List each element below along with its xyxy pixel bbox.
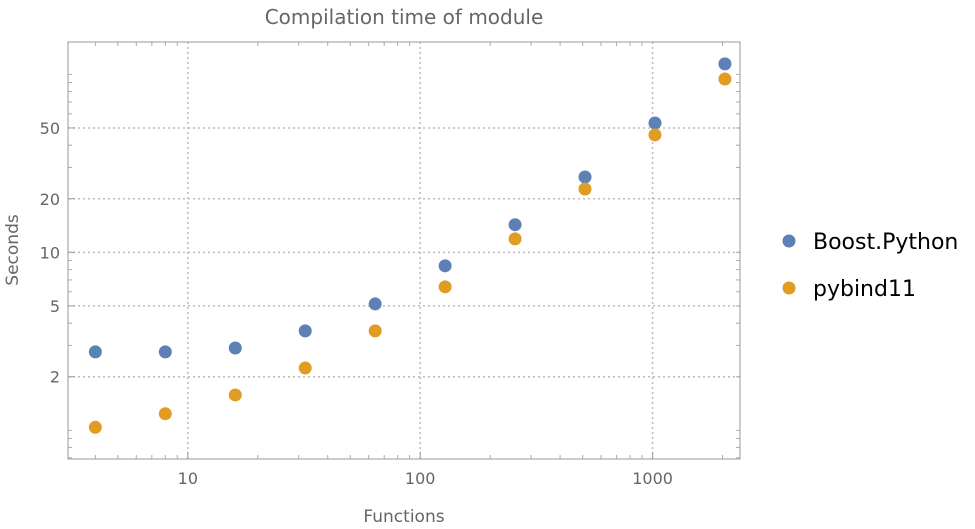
x-tick-label: 1000 — [632, 469, 673, 488]
x-tick-label: 10 — [178, 469, 198, 488]
y-axis-label: Seconds — [3, 214, 23, 286]
data-point-boost-python — [648, 116, 662, 130]
legend: Boost.Python pybind11 — [782, 230, 958, 302]
y-tick-label: 5 — [50, 297, 60, 316]
grid — [68, 42, 740, 459]
legend-marker — [782, 234, 796, 248]
y-tick-label: 2 — [50, 368, 60, 387]
data-point-boost-python — [298, 324, 312, 338]
y-tick-label: 20 — [40, 190, 60, 209]
data-point-boost-python — [228, 341, 242, 355]
data-point-pybind11 — [578, 182, 592, 196]
legend-label: Boost.Python — [813, 230, 958, 255]
data-point-pybind11 — [508, 232, 522, 246]
points — [88, 57, 732, 434]
data-point-pybind11 — [88, 420, 102, 434]
data-point-pybind11 — [228, 388, 242, 402]
data-point-pybind11 — [368, 324, 382, 338]
data-point-pybind11 — [648, 128, 662, 142]
plot-frame — [67, 41, 741, 460]
legend-label: pybind11 — [813, 277, 916, 302]
data-point-pybind11 — [158, 407, 172, 421]
y-tick-label: 10 — [40, 243, 60, 262]
data-point-boost-python — [718, 57, 732, 71]
y-tick-label: 50 — [40, 119, 60, 138]
ticks: 10 100 1000 2 5 10 20 50 — [40, 42, 740, 488]
data-point-pybind11 — [718, 72, 732, 86]
data-point-boost-python — [158, 345, 172, 359]
x-axis-label: Functions — [363, 507, 444, 525]
data-point-boost-python — [578, 170, 592, 184]
x-tick-label: 100 — [405, 469, 436, 488]
data-point-boost-python — [88, 345, 102, 359]
data-point-pybind11 — [298, 361, 312, 375]
data-point-boost-python — [508, 218, 522, 232]
data-point-pybind11 — [438, 280, 452, 294]
legend-marker — [782, 281, 796, 295]
data-point-boost-python — [368, 297, 382, 311]
data-point-boost-python — [438, 259, 452, 273]
chart-title: Compilation time of module — [265, 5, 544, 29]
